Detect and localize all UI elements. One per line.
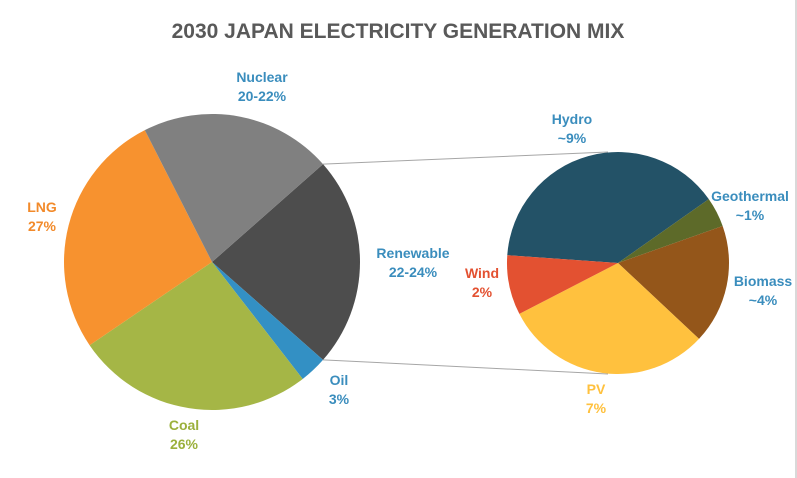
main-label-name-renewable: Renewable [376,245,449,261]
main-slice-coal[interactable] [89,262,303,411]
main-slice-renewable[interactable] [212,164,361,360]
secondary-slice-biomass[interactable] [618,225,729,339]
secondary-slice-wind[interactable] [507,255,618,314]
secondary-label-name-geothermal: Geothermal [711,188,789,204]
main-label-name-nuclear: Nuclear [236,69,288,85]
secondary-label-value-pv: 7% [586,400,607,416]
secondary-label-value-geothermal: ~1% [736,207,765,223]
main-label-value-nuclear: 20-22% [238,88,287,104]
main-label-value-lng: 27% [28,218,57,234]
secondary-label-value-biomass: ~4% [749,292,778,308]
secondary-label-name-biomass: Biomass [734,273,793,289]
secondary-label-name-pv: PV [587,381,606,397]
secondary-label-value-wind: 2% [472,284,493,300]
secondary-label-value-hydro: ~9% [558,130,587,146]
connector-line-bottom [322,359,609,375]
main-pie [63,113,361,411]
main-slice-lng[interactable] [63,130,213,346]
chart-title: 2030 JAPAN ELECTRICITY GENERATION MIX [172,20,625,43]
connector-line-top [322,151,609,165]
secondary-slice-geothermal[interactable] [618,199,723,263]
secondary-label-name-wind: Wind [465,265,499,281]
main-slice-nuclear[interactable] [144,113,324,262]
main-label-name-oil: Oil [330,372,349,388]
main-label-value-coal: 26% [170,436,199,452]
secondary-slice-hydro[interactable] [507,152,709,263]
main-label-name-lng: LNG [27,199,57,215]
data-labels: Renewable 22-24% Oil 3% Coal 26% LNG 27% Nuclear… [27,69,792,452]
main-label-value-oil: 3% [329,391,350,407]
frame-edge [795,0,797,478]
secondary-pie [507,152,729,374]
secondary-label-name-hydro: Hydro [552,111,592,127]
main-label-value-renewable: 22-24% [389,264,438,280]
secondary-slice-pv[interactable] [519,263,700,374]
main-label-name-coal: Coal [169,417,199,433]
main-slice-oil[interactable] [212,262,324,379]
